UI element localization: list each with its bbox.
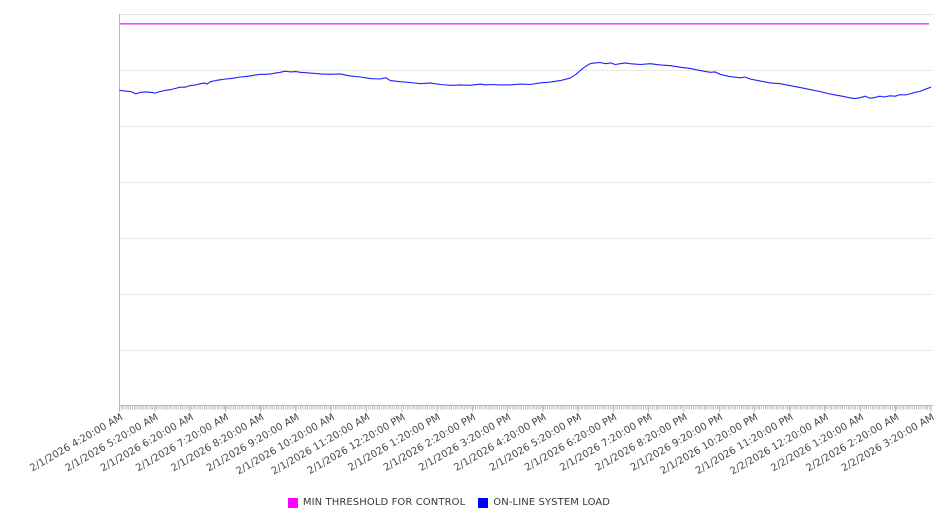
legend-swatch-system-load xyxy=(478,497,489,508)
chart-legend: MIN THRESHOLD FOR CONTROL ON-LINE SYSTEM… xyxy=(0,497,922,508)
axes xyxy=(119,14,933,406)
legend-label-min-threshold: MIN THRESHOLD FOR CONTROL xyxy=(302,497,466,508)
chart-canvas: 2/1/2026 4:20:00 AM2/1/2026 5:20:00 AM2/… xyxy=(28,14,937,477)
x-axis-labels: 2/1/2026 4:20:00 AM2/1/2026 5:20:00 AM2/… xyxy=(28,412,936,477)
gridlines xyxy=(119,70,933,351)
load-series-line xyxy=(119,61,932,100)
x-axis-major-ticks xyxy=(119,405,932,412)
legend-swatch-min-threshold xyxy=(287,497,298,508)
legend-item-min-threshold: MIN THRESHOLD FOR CONTROL xyxy=(287,497,466,508)
legend-label-system-load: ON-LINE SYSTEM LOAD xyxy=(493,497,611,508)
x-axis-minor-ticks xyxy=(119,405,930,410)
legend-item-system-load: ON-LINE SYSTEM LOAD xyxy=(478,497,610,508)
